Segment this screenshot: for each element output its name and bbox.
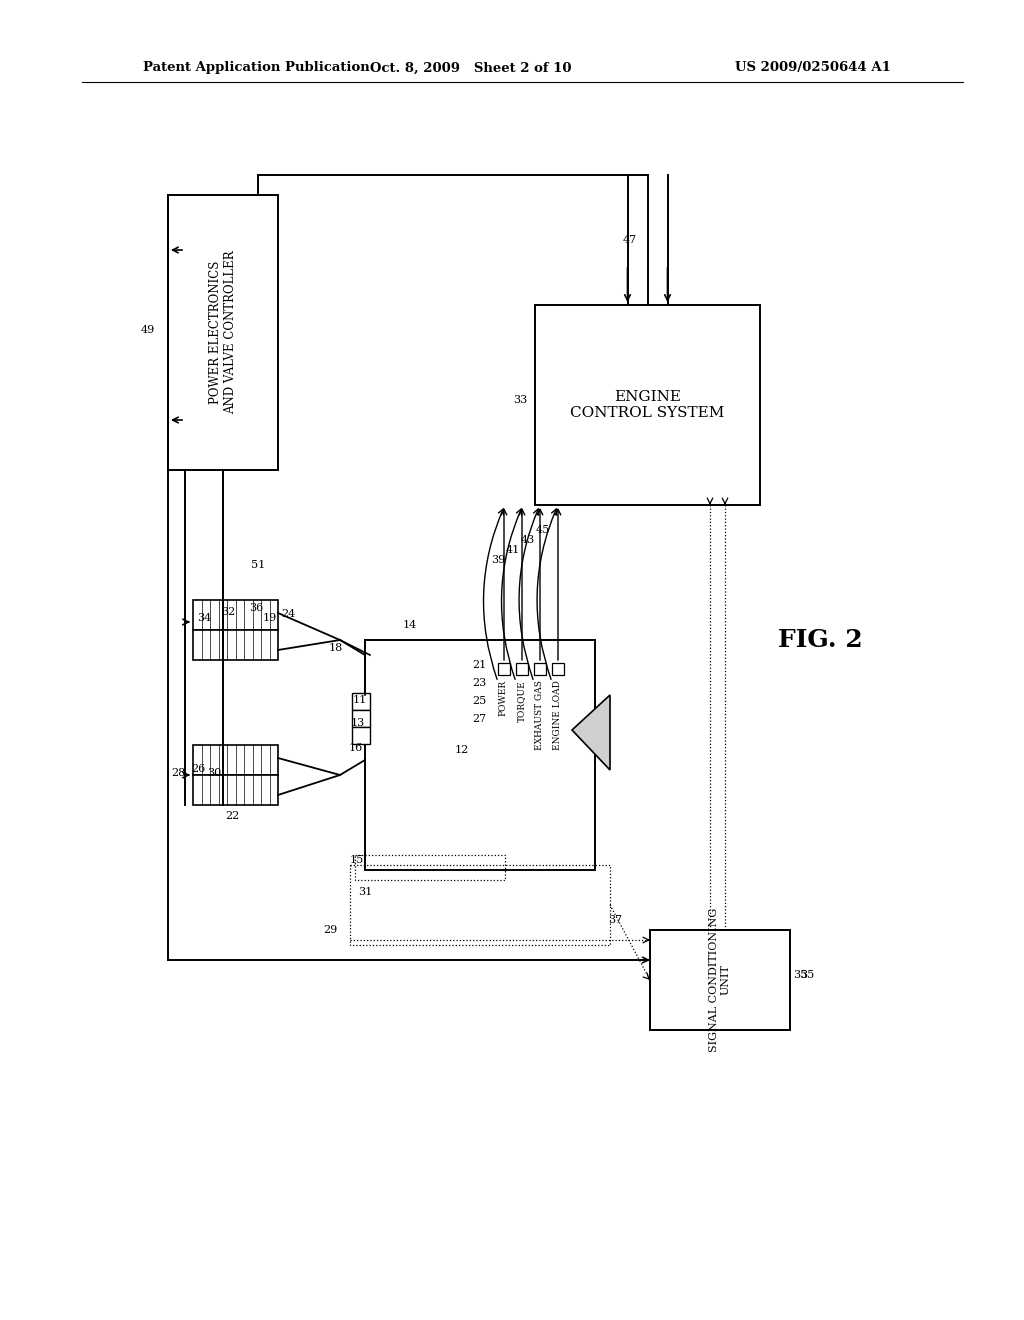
Bar	[352, 710, 370, 727]
Text: 16: 16	[349, 743, 364, 752]
Bar	[352, 727, 370, 744]
Text: 45: 45	[536, 525, 550, 535]
Bar	[193, 744, 278, 775]
Bar	[498, 663, 510, 675]
Text: US 2009/0250644 A1: US 2009/0250644 A1	[735, 62, 891, 74]
Text: 43: 43	[521, 535, 536, 545]
Text: 18: 18	[329, 643, 343, 653]
Text: 28: 28	[171, 768, 185, 777]
Text: 15: 15	[350, 855, 365, 865]
Text: Oct. 8, 2009   Sheet 2 of 10: Oct. 8, 2009 Sheet 2 of 10	[371, 62, 571, 74]
Text: 27: 27	[472, 714, 486, 723]
Text: EXHAUST GAS: EXHAUST GAS	[535, 680, 544, 750]
Text: 21: 21	[472, 660, 486, 671]
Text: 34: 34	[197, 612, 211, 623]
Text: TORQUE: TORQUE	[516, 680, 525, 722]
Bar	[193, 630, 278, 660]
Bar	[355, 855, 505, 880]
Text: 47: 47	[623, 235, 637, 246]
Text: 30: 30	[207, 768, 221, 777]
Text: 12: 12	[455, 744, 469, 755]
Bar	[534, 663, 546, 675]
Text: Patent Application Publication: Patent Application Publication	[143, 62, 370, 74]
Bar	[535, 305, 760, 506]
Text: POWER ELECTRONICS
AND VALVE CONTROLLER: POWER ELECTRONICS AND VALVE CONTROLLER	[209, 251, 237, 414]
Text: 13: 13	[351, 718, 366, 729]
Text: ENGINE LOAD: ENGINE LOAD	[553, 680, 561, 750]
Text: 35: 35	[800, 970, 814, 979]
Text: SIGNAL CONDITIONING
UNIT: SIGNAL CONDITIONING UNIT	[710, 908, 731, 1052]
Bar	[365, 640, 595, 870]
Polygon shape	[572, 696, 610, 770]
Text: 49: 49	[141, 325, 155, 335]
Text: 22: 22	[225, 810, 240, 821]
Text: 41: 41	[506, 545, 520, 554]
Text: 29: 29	[323, 925, 337, 935]
Text: 33: 33	[513, 395, 527, 405]
Text: 23: 23	[472, 678, 486, 688]
Bar	[350, 865, 610, 945]
Bar	[193, 601, 278, 630]
Text: ENGINE
CONTROL SYSTEM: ENGINE CONTROL SYSTEM	[570, 389, 725, 420]
Text: POWER: POWER	[499, 680, 508, 717]
Text: FIG. 2: FIG. 2	[777, 628, 862, 652]
Text: 36: 36	[249, 603, 263, 612]
Bar	[352, 693, 370, 710]
Bar	[552, 663, 564, 675]
Text: 26: 26	[190, 764, 205, 774]
Bar	[168, 195, 278, 470]
Text: 11: 11	[353, 696, 368, 705]
Text: 25: 25	[472, 696, 486, 706]
Text: 51: 51	[251, 560, 265, 570]
Text: 35: 35	[793, 970, 807, 979]
Text: 37: 37	[608, 915, 622, 925]
Bar	[516, 663, 528, 675]
Text: 31: 31	[357, 887, 372, 898]
Bar	[193, 775, 278, 805]
Text: 39: 39	[490, 554, 505, 565]
Bar	[650, 931, 790, 1030]
Text: 32: 32	[221, 607, 236, 616]
Text: 14: 14	[402, 620, 417, 630]
Text: 24: 24	[281, 609, 295, 619]
Text: 19: 19	[263, 612, 278, 623]
